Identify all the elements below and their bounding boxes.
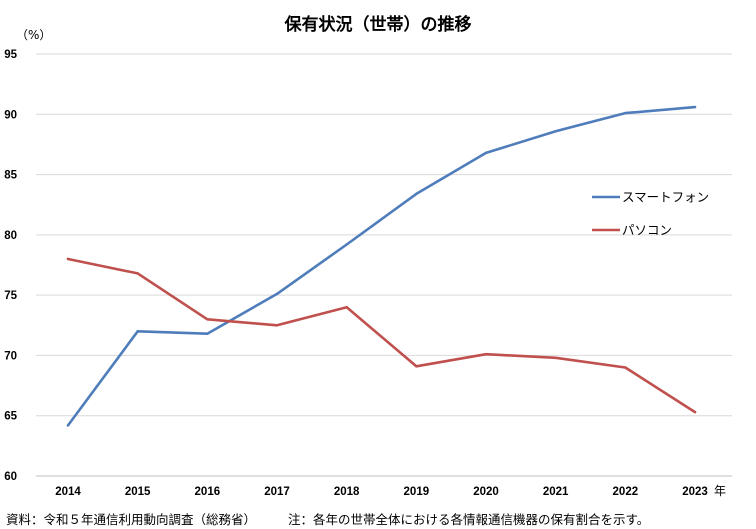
y-tick-label: 95 [4, 49, 17, 61]
y-axis-ticks: 60 65 70 75 80 85 90 95 [4, 49, 17, 483]
x-tick-label: 2016 [195, 486, 221, 498]
y-tick-label: 65 [4, 411, 17, 423]
data-point [136, 330, 139, 333]
x-tick-label: 2023 [682, 486, 708, 498]
data-point [554, 129, 557, 133]
y-tick-label: 85 [4, 170, 17, 182]
x-tick-label: 2015 [125, 486, 151, 498]
x-tick-label: 2018 [334, 486, 360, 498]
data-point [206, 332, 209, 335]
legend-label: パソコン [622, 223, 672, 238]
x-tick-label: 2014 [55, 486, 81, 498]
x-axis-ticks: 2014 2015 2016 2017 2018 2019 2020 2021 2022 2023 [55, 486, 708, 498]
data-point [66, 257, 70, 261]
data-point [136, 272, 139, 275]
gridlines [36, 53, 732, 477]
data-point [415, 192, 418, 196]
x-axis-unit-label: 年 [714, 484, 726, 498]
explanatory-note: 注：各年の世帯全体における各情報通信機器の保有割合を示す。 [288, 512, 650, 527]
y-tick-label: 90 [4, 109, 17, 121]
data-point [345, 306, 348, 309]
series-line-pc [66, 257, 697, 414]
series-line-smartphone [66, 105, 697, 427]
data-point [484, 353, 488, 356]
y-tick-label: 70 [4, 350, 17, 362]
y-tick-label: 75 [4, 290, 17, 302]
data-point [275, 324, 279, 327]
data-point [415, 365, 418, 368]
data-point [554, 356, 557, 360]
y-axis-unit-label: （%） [16, 28, 52, 42]
series-lines [66, 105, 697, 427]
data-point [624, 366, 627, 369]
data-point [345, 243, 348, 246]
data-point [275, 292, 279, 296]
y-tick-label: 60 [4, 471, 17, 483]
x-tick-label: 2019 [404, 486, 430, 498]
y-tick-label: 80 [4, 230, 17, 242]
data-point [624, 111, 627, 115]
x-tick-label: 2020 [473, 486, 499, 498]
data-point [484, 151, 488, 155]
x-tick-label: 2022 [613, 486, 639, 498]
data-point [693, 410, 697, 414]
x-tick-label: 2017 [264, 486, 290, 498]
x-tick-label: 2021 [543, 486, 569, 498]
source-note: 資料：令和５年通信利用動向調査（総務省） [6, 512, 257, 527]
chart-title: 保有状況（世帯）の推移 [284, 15, 472, 35]
data-point [66, 424, 70, 427]
data-point [206, 318, 209, 321]
data-point [693, 105, 697, 109]
footer: 資料：令和５年通信利用動向調査（総務省） 注：各年の世帯全体における各情報通信機… [6, 509, 649, 528]
legend-label: スマートフォン [622, 190, 709, 205]
